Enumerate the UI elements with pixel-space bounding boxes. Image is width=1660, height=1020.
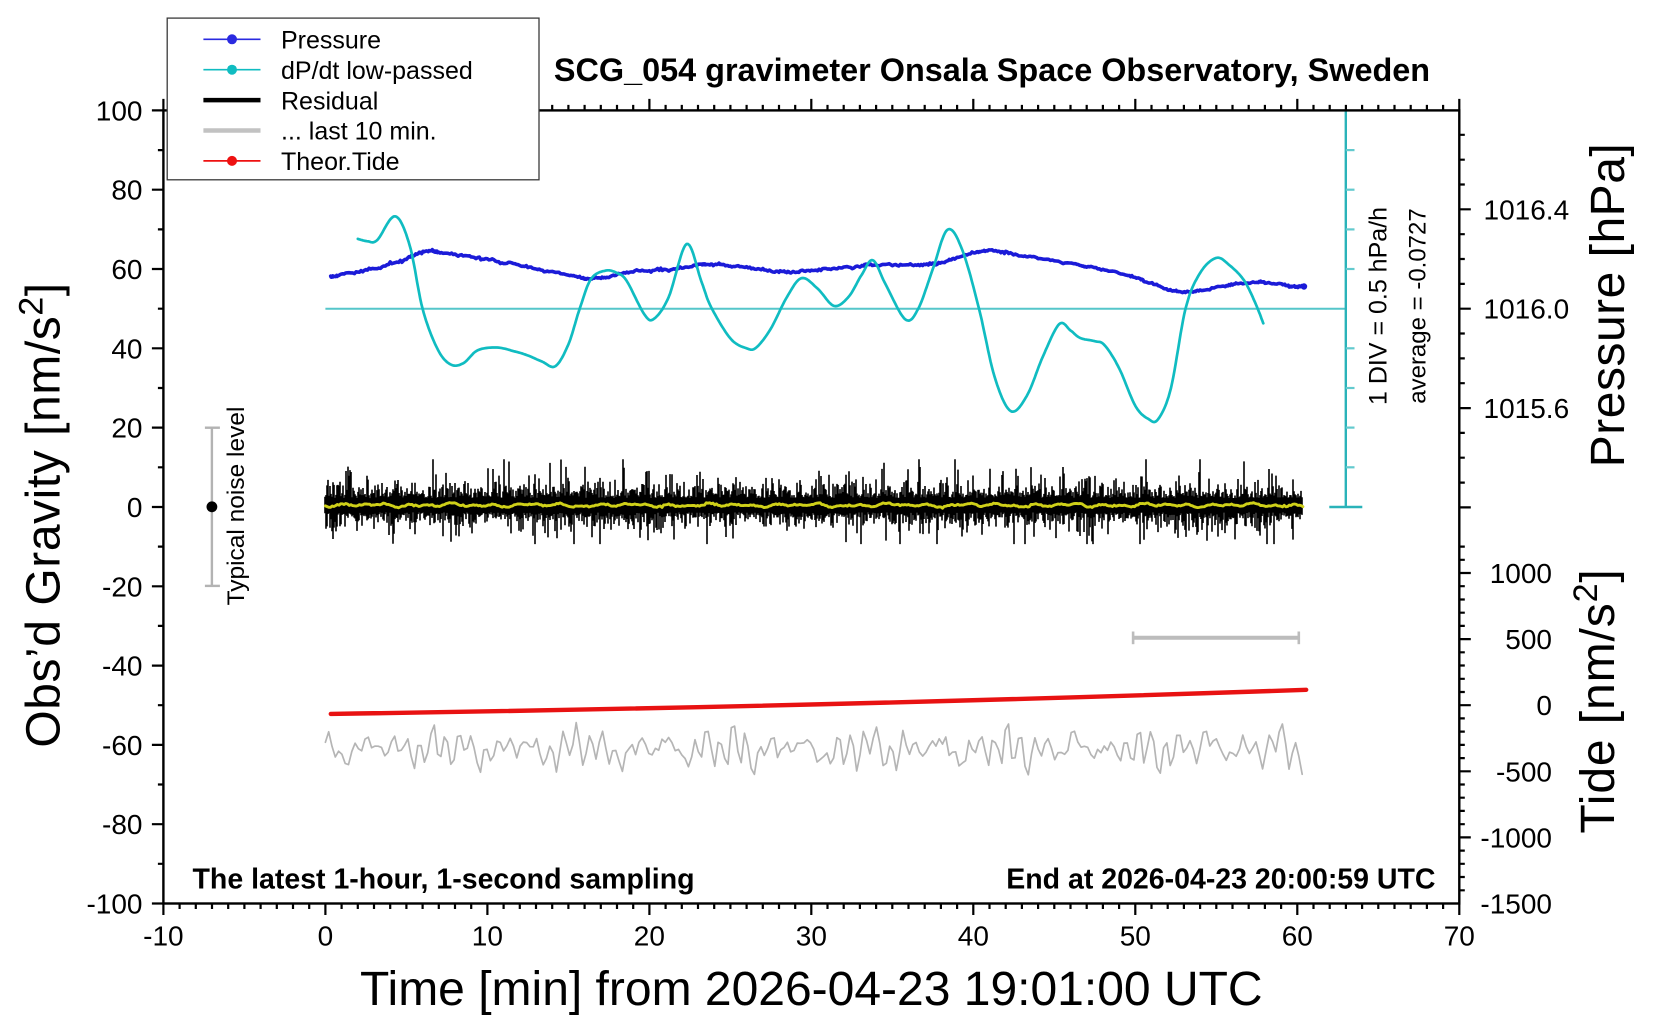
svg-text:20: 20 <box>111 413 142 444</box>
svg-text:500: 500 <box>1505 624 1552 655</box>
svg-text:40: 40 <box>958 921 989 952</box>
svg-text:40: 40 <box>111 333 142 364</box>
svg-text:-100: -100 <box>86 889 142 920</box>
svg-text:30: 30 <box>796 921 827 952</box>
svg-text:70: 70 <box>1444 921 1475 952</box>
svg-text:1000: 1000 <box>1490 558 1552 589</box>
svg-text:0: 0 <box>127 492 143 523</box>
svg-text:50: 50 <box>1120 921 1151 952</box>
svg-text:-20: -20 <box>102 571 142 602</box>
svg-text:SCG_054 gravimeter Onsala Spac: SCG_054 gravimeter Onsala Space Observat… <box>554 52 1430 88</box>
svg-text:Tide [nm/s2]: Tide [nm/s2] <box>1567 568 1625 833</box>
svg-text:80: 80 <box>111 175 142 206</box>
svg-text:... last 10 min.: ... last 10 min. <box>281 118 437 146</box>
svg-text:Typical noise level: Typical noise level <box>223 407 250 606</box>
svg-text:Pressure: Pressure <box>281 27 381 55</box>
svg-text:1 DIV = 0.5 hPa/h: 1 DIV = 0.5 hPa/h <box>1365 207 1393 405</box>
svg-text:1016.0: 1016.0 <box>1484 294 1570 325</box>
svg-text:The latest 1-hour, 1-second sa: The latest 1-hour, 1-second sampling <box>193 864 695 896</box>
svg-text:Pressure [hPa]: Pressure [hPa] <box>1582 143 1635 467</box>
svg-text:dP/dt low-passed: dP/dt low-passed <box>281 57 473 85</box>
svg-text:100: 100 <box>96 95 143 126</box>
svg-text:-10: -10 <box>143 921 183 952</box>
svg-text:End at 2026-04-23 20:00:59 UTC: End at 2026-04-23 20:00:59 UTC <box>1006 864 1435 896</box>
svg-text:60: 60 <box>1282 921 1313 952</box>
svg-text:20: 20 <box>634 921 665 952</box>
svg-text:average = -0.0727: average = -0.0727 <box>1405 208 1432 403</box>
svg-text:Obs’d Gravity [nm/s2]: Obs’d Gravity [nm/s2] <box>13 282 71 747</box>
svg-text:-40: -40 <box>102 651 142 682</box>
svg-text:10: 10 <box>472 921 503 952</box>
svg-text:-60: -60 <box>102 730 142 761</box>
svg-text:1015.6: 1015.6 <box>1484 393 1570 424</box>
svg-text:0: 0 <box>1536 690 1552 721</box>
svg-text:1016.4: 1016.4 <box>1484 194 1570 225</box>
svg-text:Residual: Residual <box>281 87 378 115</box>
svg-text:0: 0 <box>318 921 334 952</box>
svg-text:-1500: -1500 <box>1480 888 1552 919</box>
svg-text:Theor.Tide: Theor.Tide <box>281 148 400 176</box>
svg-text:-500: -500 <box>1496 756 1552 787</box>
svg-text:-80: -80 <box>102 809 142 840</box>
svg-text:-1000: -1000 <box>1480 822 1552 853</box>
svg-text:60: 60 <box>111 254 142 285</box>
svg-text:Time [min] from 2026-04-23 19:: Time [min] from 2026-04-23 19:01:00 UTC <box>360 963 1263 1016</box>
